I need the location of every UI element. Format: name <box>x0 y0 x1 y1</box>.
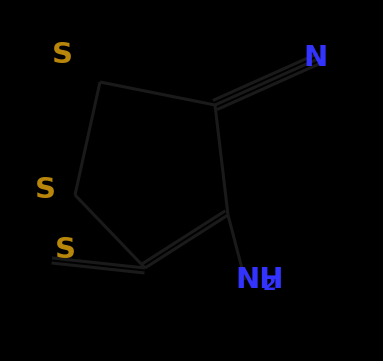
Text: S: S <box>54 236 75 264</box>
Text: S: S <box>51 41 72 69</box>
Text: NH: NH <box>235 266 283 294</box>
Text: N: N <box>303 44 327 72</box>
Text: 2: 2 <box>263 274 277 293</box>
Text: S: S <box>34 176 56 204</box>
